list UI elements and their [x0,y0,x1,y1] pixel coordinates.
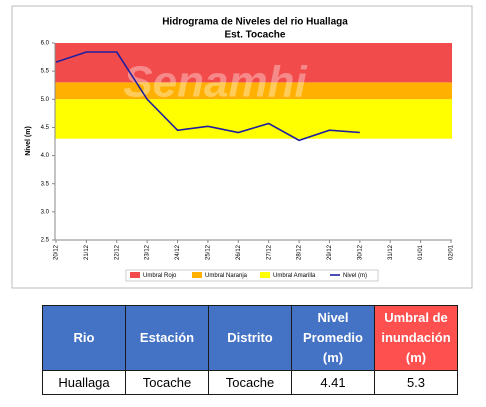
y-tick-label: 3.5 [41,181,50,187]
legend-swatch [192,272,202,278]
legend-swatch [260,272,270,278]
table-header: Estación [125,305,209,371]
data-row: Huallaga Tocache Tocache 4.41 5.3 [42,370,458,395]
table-cell: Tocache [125,370,209,395]
x-tick-label: 20/12 [54,244,60,260]
legend-label: Umbral Rojo [143,273,177,279]
chart-subtitle: Est. Tocache [225,30,286,41]
x-tick-label: 31/12 [388,244,394,260]
summary-table: Rio Estación Distrito Nivel Promedio (m) Umb… [42,305,458,395]
table-cell: Huallaga [42,370,126,395]
table-header: Distrito [208,305,292,371]
threshold-band [55,99,452,139]
y-tick-label: 2.5 [41,238,50,244]
y-tick-label: 4.0 [41,153,50,159]
table-cell: 4.41 [291,370,375,395]
x-tick-label: 22/12 [114,244,120,260]
watermark: Senamhi [123,58,307,107]
x-tick-label: 27/12 [266,244,272,260]
x-tick-label: 01/01 [418,244,424,260]
y-tick-label: 5.0 [41,97,50,103]
header-row: Rio Estación Distrito Nivel Promedio (m) Umb… [42,305,458,371]
x-tick-label: 21/12 [84,244,90,260]
x-tick-label: 24/12 [175,244,181,260]
table-header: Nivel Promedio (m) [291,305,375,371]
y-tick-label: 4.5 [41,125,50,131]
x-tick-label: 26/12 [236,244,242,260]
legend-swatch [130,272,140,278]
legend-box [125,269,379,282]
data-line [55,51,360,142]
y-axis-label: Nivel (m) [25,126,32,156]
legend-label: Umbral Amarilla [273,273,316,279]
x-tick-label: 23/12 [145,244,151,260]
threshold-band [55,82,452,100]
legend-label: Umbral Naranja [205,273,248,279]
x-tick-label: 30/12 [357,244,363,260]
table-header: Rio [42,305,126,371]
x-tick-label: 25/12 [206,244,212,260]
legend-label: Nivel (m) [343,273,367,279]
chart-title: Hidrograma de Niveles del rio Huallaga [162,17,348,28]
table-cell: Tocache [208,370,292,395]
x-tick-label: 29/12 [327,244,333,260]
table-cell: 5.3 [374,370,458,395]
x-tick-label: 28/12 [297,244,303,260]
threshold-band [55,43,452,83]
y-tick-label: 5.5 [41,69,50,75]
table-header: Umbral de inundación (m) [374,305,458,371]
x-tick-label: 02/01 [449,244,455,260]
y-tick-label: 6.0 [41,41,50,47]
chart: Hidrograma de Niveles del rio Huallaga E… [11,5,473,289]
y-tick-label: 3.0 [41,209,50,215]
